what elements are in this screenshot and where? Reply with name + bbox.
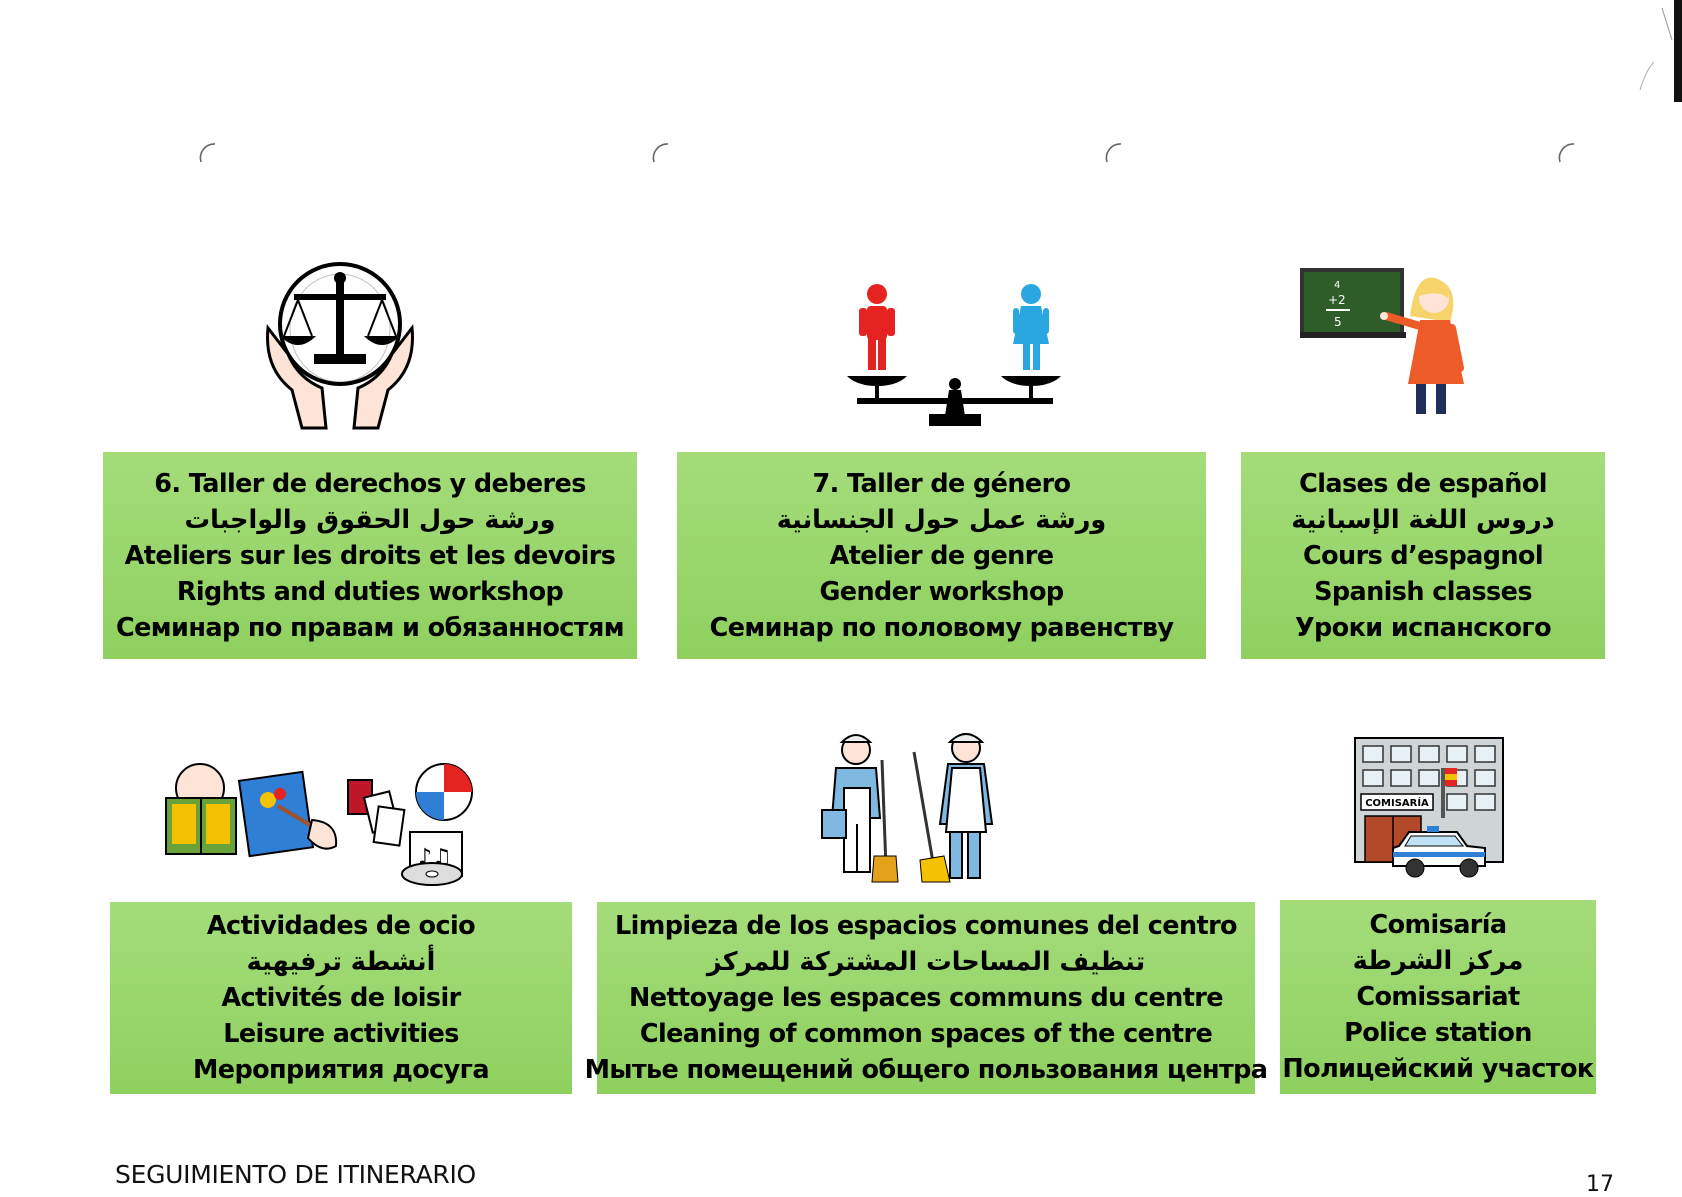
justice-scale-hands-icon <box>262 258 418 430</box>
card-title-french: Activités de loisir <box>221 983 461 1013</box>
card-title-english: Gender workshop <box>819 576 1064 607</box>
card-title-french: Nettoyage les espaces communs du centre <box>629 983 1224 1013</box>
info-card-cleaning: Limpieza de los espacios comunes del cen… <box>585 902 1268 1094</box>
card-title-french: Ateliers sur les droits et les devoirs <box>124 540 616 571</box>
info-card-rights-duties: 6. Taller de derechos y deberes ورشة حول… <box>103 452 637 659</box>
info-card-leisure-activities: Actividades de ocio أنشطة ترفيهية Activi… <box>110 902 572 1094</box>
card-title-russian: Полицейский участок <box>1282 1054 1594 1084</box>
card-title-french: Atelier de genre <box>829 540 1054 571</box>
card-title-spanish: 7. Taller de género <box>812 468 1072 499</box>
page-number: 17 <box>1586 1172 1614 1197</box>
card-title-french: Cours d’espagnol <box>1303 540 1544 571</box>
card-title-arabic: مركز الشرطة <box>1352 946 1524 976</box>
page-edge-mark <box>1622 0 1682 110</box>
info-card-gender-workshop: 7. Taller de género ورشة عمل حول الجنسان… <box>677 452 1206 659</box>
blackboard-text: +2 <box>1328 293 1346 307</box>
punch-hole-mark <box>1101 140 1129 168</box>
footer-section-title: SEGUIMIENTO DE ITINERARIO <box>115 1160 476 1189</box>
card-title-russian: Мытье помещений общего пользования центр… <box>584 1055 1268 1085</box>
card-title-arabic: أنشطة ترفيهية <box>246 947 436 977</box>
blackboard-text: 4 <box>1334 280 1340 291</box>
card-title-french: Comissariat <box>1356 982 1520 1012</box>
leisure-activities-icon: ♪♫ <box>162 758 478 888</box>
card-title-russian: Уроки испанского <box>1294 612 1552 643</box>
card-title-russian: Мероприятия досуга <box>192 1055 490 1085</box>
teacher-blackboard-icon: 4 +2 5 <box>1300 268 1468 416</box>
info-card-police-station: Comisaría مركز الشرطة Comissariat Police… <box>1280 900 1596 1094</box>
card-title-arabic: تنظيف المساحات المشتركة للمركز <box>706 947 1146 977</box>
card-title-spanish: Clases de español <box>1299 468 1547 499</box>
card-title-spanish: Comisaría <box>1369 910 1507 940</box>
card-title-russian: Семинар по правам и обязанностям <box>116 612 625 643</box>
police-sign-text: COMISARÍA <box>1365 796 1429 809</box>
card-title-russian: Семинар по половому равенству <box>709 612 1174 643</box>
cleaning-workers-icon <box>816 728 1010 886</box>
card-title-english: Cleaning of common spaces of the centre <box>639 1019 1213 1049</box>
card-title-arabic: ورشة عمل حول الجنسانية <box>776 504 1107 535</box>
card-title-english: Rights and duties workshop <box>176 576 564 607</box>
punch-hole-mark <box>1554 140 1582 168</box>
card-title-spanish: Actividades de ocio <box>206 911 476 941</box>
police-station-icon: COMISARÍA <box>1353 736 1505 884</box>
card-title-spanish: Limpieza de los espacios comunes del cen… <box>615 911 1238 941</box>
blackboard-text: 5 <box>1334 315 1342 329</box>
card-title-english: Spanish classes <box>1314 576 1532 607</box>
card-title-spanish: 6. Taller de derechos y deberes <box>154 468 586 499</box>
card-title-english: Police station <box>1344 1018 1532 1048</box>
punch-hole-mark <box>195 140 223 168</box>
info-card-spanish-classes: Clases de español دروس اللغة الإسبانية C… <box>1241 452 1605 659</box>
punch-hole-mark <box>648 140 676 168</box>
card-title-arabic: ورشة حول الحقوق والواجبات <box>184 504 557 535</box>
card-title-arabic: دروس اللغة الإسبانية <box>1291 504 1555 535</box>
gender-balance-scale-icon <box>845 282 1065 428</box>
card-title-english: Leisure activities <box>223 1019 459 1049</box>
